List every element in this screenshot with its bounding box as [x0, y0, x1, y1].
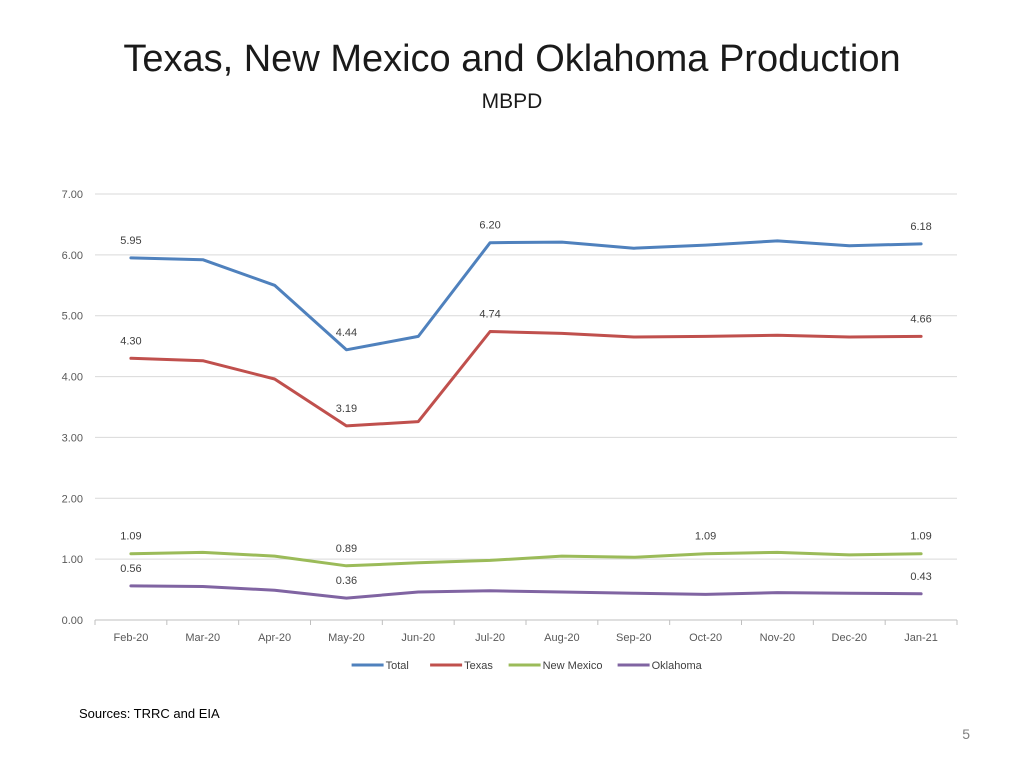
data-label-total: 6.20 [479, 220, 500, 232]
y-tick-label: 0.00 [62, 615, 83, 627]
y-tick-label: 2.00 [62, 493, 83, 505]
x-tick-label: Oct-20 [689, 632, 722, 644]
slide-subtitle: MBPD [481, 90, 543, 113]
y-tick-label: 7.00 [62, 189, 83, 201]
x-tick-label: Sep-20 [616, 632, 651, 644]
page-number: 5 [962, 726, 970, 742]
x-tick-label: Jul-20 [475, 632, 505, 644]
data-label-texas: 3.19 [336, 403, 357, 415]
data-label-new-mexico: 1.09 [120, 531, 141, 543]
x-tick-label: Nov-20 [760, 632, 795, 644]
x-tick-label: Dec-20 [832, 632, 867, 644]
data-label-new-mexico: 1.09 [695, 531, 716, 543]
legend-label-total: Total [386, 660, 409, 672]
x-tick-label: Jun-20 [401, 632, 435, 644]
data-label-oklahoma: 0.56 [120, 563, 141, 575]
data-label-texas: 4.74 [479, 309, 500, 321]
x-tick-label: Aug-20 [544, 632, 579, 644]
legend-label-new-mexico: New Mexico [543, 660, 603, 672]
y-tick-label: 5.00 [62, 311, 83, 323]
legend-label-oklahoma: Oklahoma [652, 660, 703, 672]
data-label-texas: 4.66 [910, 313, 931, 325]
x-tick-label: May-20 [328, 632, 365, 644]
x-tick-label: Jan-21 [904, 632, 938, 644]
data-label-total: 6.18 [910, 221, 931, 233]
y-tick-label: 4.00 [62, 372, 83, 384]
x-tick-label: Feb-20 [113, 632, 148, 644]
data-label-oklahoma: 0.43 [910, 571, 931, 583]
y-tick-label: 6.00 [62, 250, 83, 262]
data-label-total: 5.95 [120, 235, 141, 247]
series-line-new-mexico [129, 550, 923, 568]
data-label-new-mexico: 1.09 [910, 531, 931, 543]
y-tick-label: 3.00 [62, 432, 83, 444]
x-tick-label: Apr-20 [258, 632, 291, 644]
series-line-texas [129, 330, 923, 428]
series-line-oklahoma [129, 584, 923, 600]
legend-label-texas: Texas [464, 660, 493, 672]
data-label-new-mexico: 0.89 [336, 543, 357, 555]
data-label-texas: 4.30 [120, 335, 141, 347]
source-note: Sources: TRRC and EIA [79, 706, 220, 721]
x-tick-label: Mar-20 [185, 632, 220, 644]
series-line-total [129, 239, 923, 352]
data-label-total: 4.44 [336, 327, 357, 339]
data-label-oklahoma: 0.36 [336, 575, 357, 587]
y-tick-label: 1.00 [62, 554, 83, 566]
slide-title: Texas, New Mexico and Oklahoma Productio… [123, 38, 901, 80]
